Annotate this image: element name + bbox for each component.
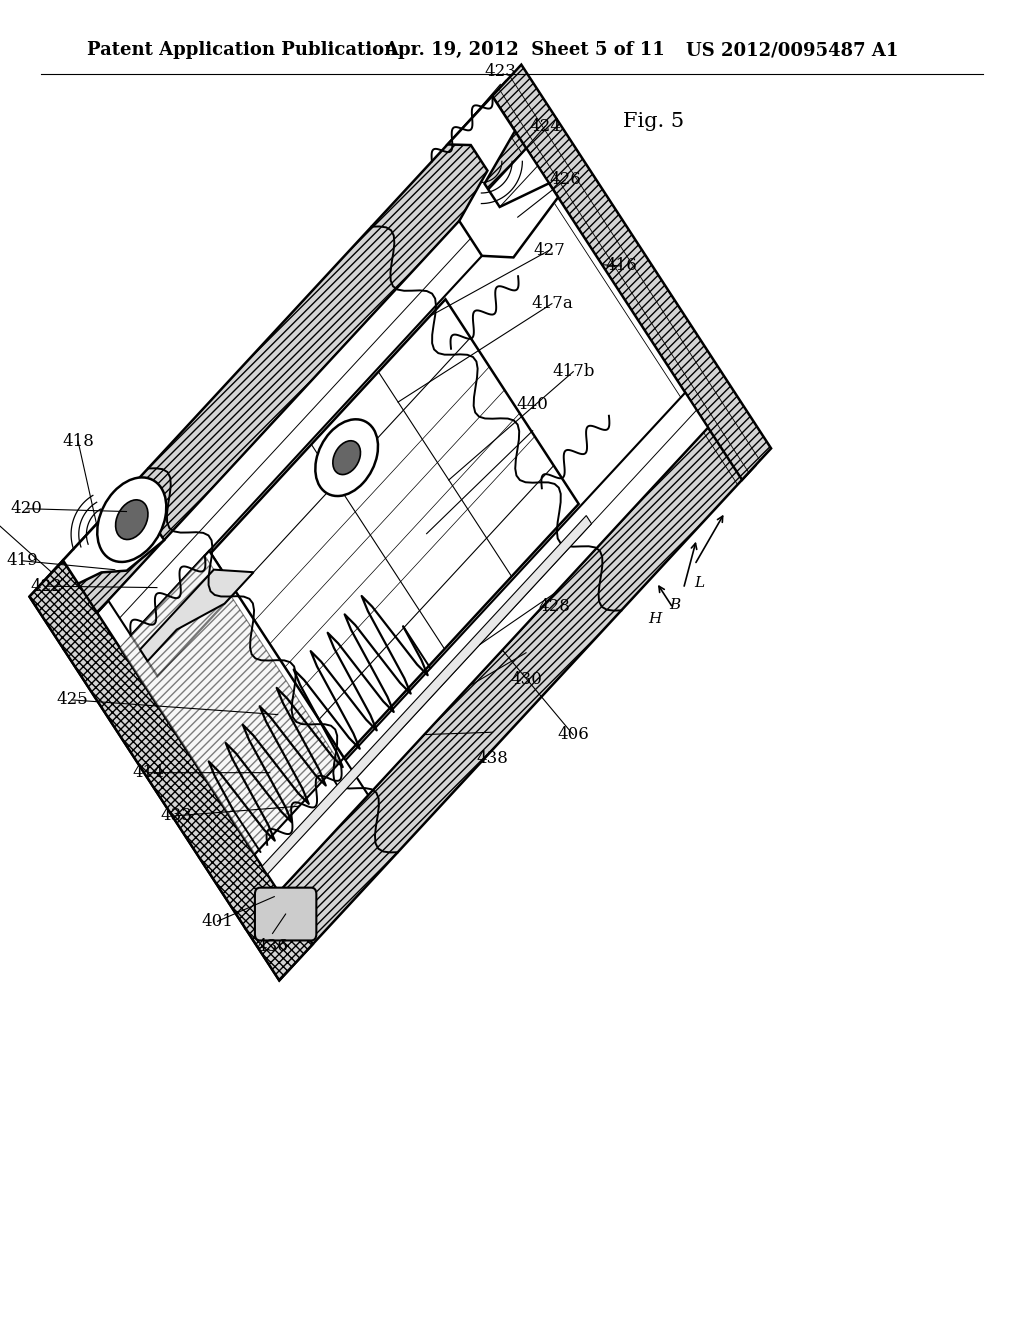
Text: 425: 425 <box>56 692 88 709</box>
Text: 440: 440 <box>517 396 549 413</box>
Text: 417a: 417a <box>531 296 572 312</box>
Text: 416: 416 <box>605 257 637 275</box>
Text: 436: 436 <box>257 939 289 956</box>
Ellipse shape <box>97 478 166 562</box>
Polygon shape <box>267 392 708 879</box>
Text: 424: 424 <box>529 117 561 135</box>
Ellipse shape <box>315 420 378 496</box>
Text: 406: 406 <box>557 726 589 743</box>
Polygon shape <box>493 65 771 479</box>
Polygon shape <box>255 758 369 892</box>
Polygon shape <box>447 96 558 257</box>
Text: L: L <box>694 577 705 590</box>
Text: 418: 418 <box>62 433 94 450</box>
Polygon shape <box>140 570 254 661</box>
Text: 419: 419 <box>6 552 38 569</box>
Polygon shape <box>262 516 592 874</box>
Text: 438: 438 <box>476 750 509 767</box>
Text: 433: 433 <box>161 808 193 824</box>
Ellipse shape <box>116 500 147 540</box>
Polygon shape <box>30 82 540 649</box>
Text: US 2012/0095487 A1: US 2012/0095487 A1 <box>686 41 898 59</box>
Text: 420: 420 <box>10 500 42 517</box>
Ellipse shape <box>333 441 360 475</box>
Polygon shape <box>211 300 579 758</box>
Polygon shape <box>131 550 236 676</box>
Polygon shape <box>63 523 164 583</box>
Text: 422: 422 <box>31 578 62 595</box>
Text: 430: 430 <box>510 671 542 688</box>
Text: 426: 426 <box>549 172 581 189</box>
Polygon shape <box>30 561 312 981</box>
Text: Apr. 19, 2012  Sheet 5 of 11: Apr. 19, 2012 Sheet 5 of 11 <box>384 41 665 59</box>
Polygon shape <box>245 413 756 981</box>
Polygon shape <box>120 556 341 857</box>
Text: 414: 414 <box>133 764 165 781</box>
Text: H: H <box>648 611 662 626</box>
Text: 427: 427 <box>534 242 566 259</box>
Text: Fig. 5: Fig. 5 <box>624 112 684 131</box>
Text: 417b: 417b <box>552 363 595 380</box>
Text: 401: 401 <box>202 913 233 929</box>
Polygon shape <box>63 133 721 928</box>
Polygon shape <box>109 148 549 635</box>
FancyBboxPatch shape <box>255 887 316 940</box>
Text: 428: 428 <box>539 598 570 615</box>
Text: 423: 423 <box>484 62 516 79</box>
Text: Patent Application Publication: Patent Application Publication <box>87 41 397 59</box>
Text: B: B <box>670 598 681 611</box>
